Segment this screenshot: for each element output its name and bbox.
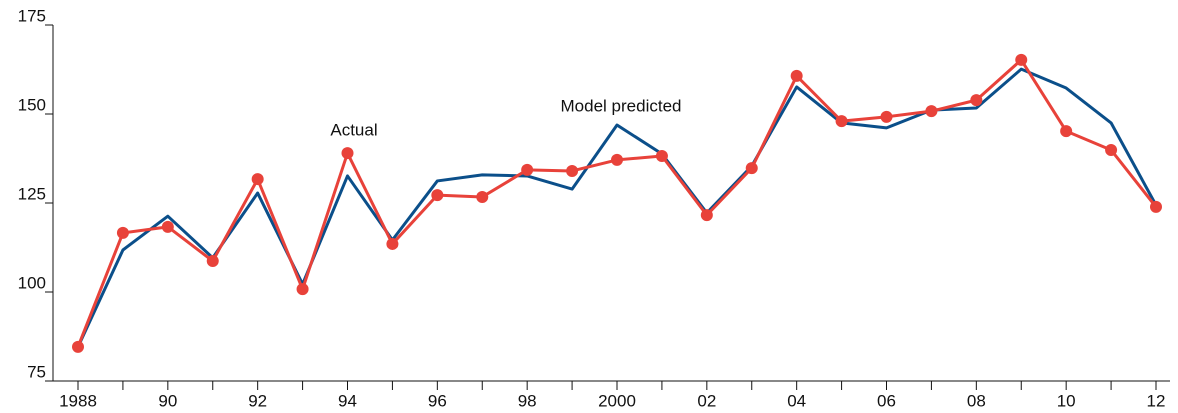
x-tick-label: 2000 xyxy=(598,391,636,410)
x-tick-label: 08 xyxy=(967,391,986,410)
series-marker xyxy=(1060,125,1073,138)
x-tick-label: 98 xyxy=(518,391,537,410)
series-marker xyxy=(206,255,219,268)
series-line xyxy=(76,67,1158,348)
x-tick-label: 94 xyxy=(338,391,357,410)
series-marker xyxy=(431,189,444,202)
series-marker xyxy=(700,209,713,222)
series-marker xyxy=(835,115,848,128)
series-marker xyxy=(1015,53,1028,66)
series-annotation: Model predicted xyxy=(561,96,682,115)
series-marker xyxy=(341,147,354,160)
x-tick-label: 90 xyxy=(158,391,177,410)
y-tick-label: 150 xyxy=(18,95,46,114)
series-marker xyxy=(251,173,264,186)
series-annotation: Actual xyxy=(330,120,377,139)
series-marker xyxy=(116,226,129,239)
series-marker xyxy=(296,283,309,296)
series-marker xyxy=(566,164,579,177)
series-marker xyxy=(790,69,803,82)
series-marker xyxy=(611,153,623,166)
x-tick-label: 06 xyxy=(877,391,896,410)
x-tick-label: 12 xyxy=(1147,391,1166,410)
series-marker xyxy=(1105,143,1118,156)
series-marker xyxy=(386,237,399,250)
series-marker xyxy=(72,340,84,353)
x-tick-label: 10 xyxy=(1057,391,1076,410)
series-marker xyxy=(880,110,893,123)
y-tick-label: 100 xyxy=(18,273,46,292)
x-tick-label: 96 xyxy=(428,391,447,410)
y-tick-label: 125 xyxy=(18,184,46,203)
x-tick-label: 92 xyxy=(248,391,267,410)
series-marker xyxy=(970,94,983,107)
x-tick-label: 1988 xyxy=(59,391,97,410)
y-tick-label: 175 xyxy=(18,6,46,25)
series-marker xyxy=(476,190,489,203)
series-marker xyxy=(745,162,758,175)
x-tick-label: 02 xyxy=(697,391,716,410)
series-marker xyxy=(161,220,174,233)
y-tick-label: 75 xyxy=(27,362,46,381)
series-marker xyxy=(925,105,938,118)
series-marker xyxy=(521,163,534,176)
series-marker xyxy=(1150,200,1162,213)
series-marker xyxy=(655,150,668,163)
x-tick-label: 04 xyxy=(787,391,806,410)
